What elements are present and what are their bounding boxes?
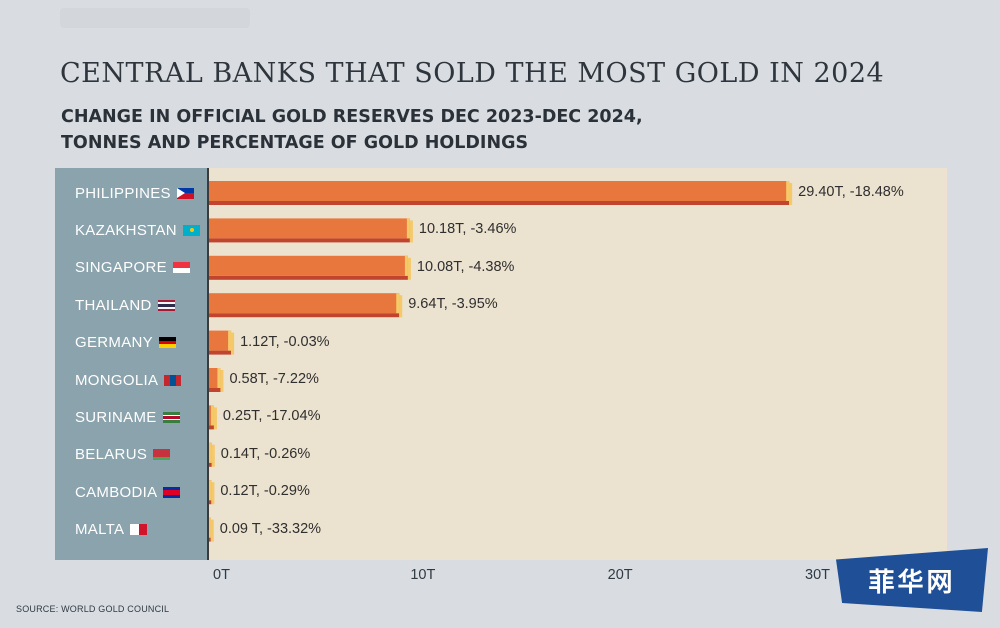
bar-edge-shadow-belarus: [211, 444, 215, 467]
bar-edge-shadow-mongolia: [220, 370, 224, 392]
bar-shadow-malta: [209, 537, 211, 542]
flag-thailand-icon: [157, 299, 175, 311]
bar-shadow-thailand: [209, 313, 400, 318]
chart-subtitle: CHANGE IN OFFICIAL GOLD RESERVES DEC 202…: [61, 104, 643, 156]
flag-cambodia-icon: [163, 486, 181, 498]
watermark-logo: 菲华网: [836, 548, 988, 612]
country-label-singapore: SINGAPORE: [75, 258, 190, 278]
bar-edge-kazakhstan: [406, 218, 410, 239]
country-name: GERMANY: [75, 334, 153, 352]
bar-shadow-kazakhstan: [209, 238, 410, 243]
x-tick-label: 20T: [607, 567, 633, 583]
data-label-mongolia: 0.58T, -7.22%: [229, 371, 319, 387]
data-label-malta: 0.09 T, -33.32%: [219, 520, 322, 537]
country-name: PHILIPPINES: [75, 184, 171, 202]
bar-shadow-singapore: [209, 275, 408, 280]
country-label-malta: MALTA: [75, 520, 148, 540]
data-label-kazakhstan: 10.18T, -3.46%: [418, 221, 517, 238]
bar-shadow-cambodia: [209, 500, 212, 505]
bar-edge-belarus: [208, 442, 212, 463]
bar-edge-shadow-philippines: [789, 183, 793, 205]
bar-shadow-germany: [209, 350, 232, 355]
bar-singapore: [209, 255, 408, 276]
bar-edge-shadow-suriname: [213, 407, 217, 430]
bar-shadow-mongolia: [209, 388, 221, 392]
flag-suriname-icon: [162, 411, 180, 423]
bar-philippines: [209, 181, 790, 201]
country-label-germany: GERMANY: [75, 333, 176, 353]
country-name: SURINAME: [75, 408, 157, 426]
country-name: SINGAPORE: [75, 259, 167, 277]
x-tick-label: 10T: [410, 567, 436, 583]
bar-shadow-suriname: [209, 425, 214, 430]
country-label-philippines: PHILIPPINES: [75, 183, 194, 203]
watermark-text: 菲华网: [868, 567, 956, 598]
country-label-mongolia: MONGOLIA: [75, 370, 182, 390]
flag-malta-icon: [130, 524, 148, 536]
country-label-suriname: SURINAME: [75, 407, 180, 427]
country-name: MONGOLIA: [75, 371, 159, 389]
bar-edge-singapore: [404, 255, 408, 276]
x-tick-label: 0T: [213, 567, 230, 583]
country-label-belarus: BELARUS: [75, 445, 171, 465]
subtitle-line-1: CHANGE IN OFFICIAL GOLD RESERVES DEC 202…: [61, 107, 643, 127]
country-label-cambodia: CAMBODIA: [75, 482, 181, 502]
data-label-cambodia: 0.12T, -0.29%: [220, 483, 310, 500]
bar-thailand: [209, 293, 400, 314]
country-label-thailand: THAILAND: [75, 295, 175, 315]
bar-edge-shadow-kazakhstan: [409, 220, 413, 243]
data-label-suriname: 0.25T, -17.04%: [222, 408, 321, 425]
bar-edge-shadow-thailand: [399, 295, 403, 318]
bar-shadow-belarus: [209, 462, 212, 467]
bar-edge-shadow-malta: [210, 519, 214, 542]
country-name: KAZAKHSTAN: [75, 221, 177, 239]
bar-kazakhstan: [209, 218, 410, 239]
bar-edge-shadow-germany: [231, 332, 235, 355]
chart-title: CENTRAL BANKS THAT SOLD THE MOST GOLD IN…: [60, 58, 885, 89]
flag-mongolia-icon: [164, 374, 182, 386]
flag-kazakhstan-icon: [182, 224, 200, 236]
bar-edge-shadow-cambodia: [211, 482, 215, 505]
country-label-kazakhstan: KAZAKHSTAN: [75, 220, 200, 240]
bar-germany: [209, 330, 232, 351]
bar-edge-suriname: [210, 405, 214, 426]
flag-belarus-icon: [153, 449, 171, 461]
bar-edge-mongolia: [217, 368, 221, 388]
flag-germany-icon: [158, 337, 176, 349]
y-axis-line: [207, 168, 209, 560]
country-name: THAILAND: [75, 296, 152, 314]
data-label-germany: 1.12T, -0.03%: [240, 333, 330, 350]
data-label-thailand: 9.64T, -3.95%: [408, 296, 498, 313]
x-tick-label: 30T: [805, 567, 830, 583]
bar-edge-thailand: [396, 293, 400, 314]
country-name: BELARUS: [75, 446, 148, 464]
bar-edge-germany: [228, 330, 232, 351]
bar-mongolia: [209, 368, 221, 388]
data-label-singapore: 10.08T, -4.38%: [416, 258, 515, 275]
data-label-belarus: 0.14T, -0.26%: [220, 445, 311, 462]
country-label-panel: [55, 168, 208, 560]
country-name: CAMBODIA: [75, 483, 158, 501]
source-note: SOURCE: WORLD GOLD COUNCIL: [16, 604, 170, 614]
flag-philippines-icon: [176, 187, 194, 199]
faded-header-logo: [60, 8, 250, 28]
bar-edge-cambodia: [208, 480, 212, 501]
country-name: MALTA: [75, 521, 125, 539]
subtitle-line-2: TONNES AND PERCENTAGE OF GOLD HOLDINGS: [61, 133, 529, 153]
bar-edge-malta: [207, 517, 211, 538]
flag-singapore-icon: [172, 262, 190, 274]
bar-edge-philippines: [786, 181, 790, 201]
bar-shadow-philippines: [209, 201, 790, 205]
bar-edge-shadow-singapore: [407, 257, 411, 280]
data-label-philippines: 29.40T, -18.48%: [798, 184, 904, 200]
